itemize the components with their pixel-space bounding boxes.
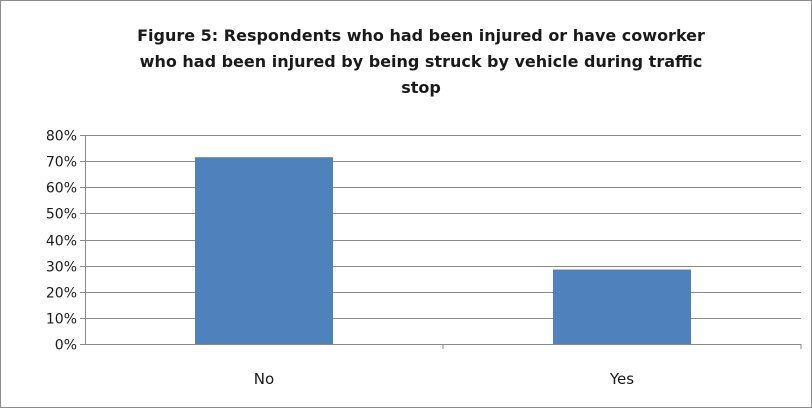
y-tick-label: 20% — [46, 286, 77, 302]
y-tick-label: 0% — [55, 338, 77, 354]
bar-yes — [553, 269, 691, 344]
x-category-label: Yes — [609, 370, 634, 388]
y-tick-label: 60% — [46, 181, 77, 197]
x-category-label: No — [254, 370, 274, 388]
y-tick-label: 30% — [46, 260, 77, 276]
y-tick-label: 50% — [46, 207, 77, 223]
y-tick-label: 40% — [46, 234, 77, 250]
y-tick-label: 10% — [46, 312, 77, 328]
y-tick-label: 70% — [46, 155, 77, 171]
chart-title: Figure 5: Respondents who had been injur… — [137, 26, 705, 97]
bar-no — [195, 157, 333, 344]
y-tick-label: 80% — [46, 129, 77, 145]
